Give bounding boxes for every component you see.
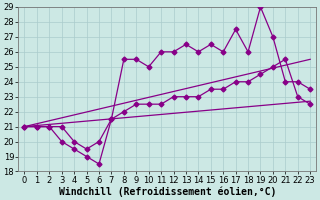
X-axis label: Windchill (Refroidissement éolien,°C): Windchill (Refroidissement éolien,°C) xyxy=(59,186,276,197)
